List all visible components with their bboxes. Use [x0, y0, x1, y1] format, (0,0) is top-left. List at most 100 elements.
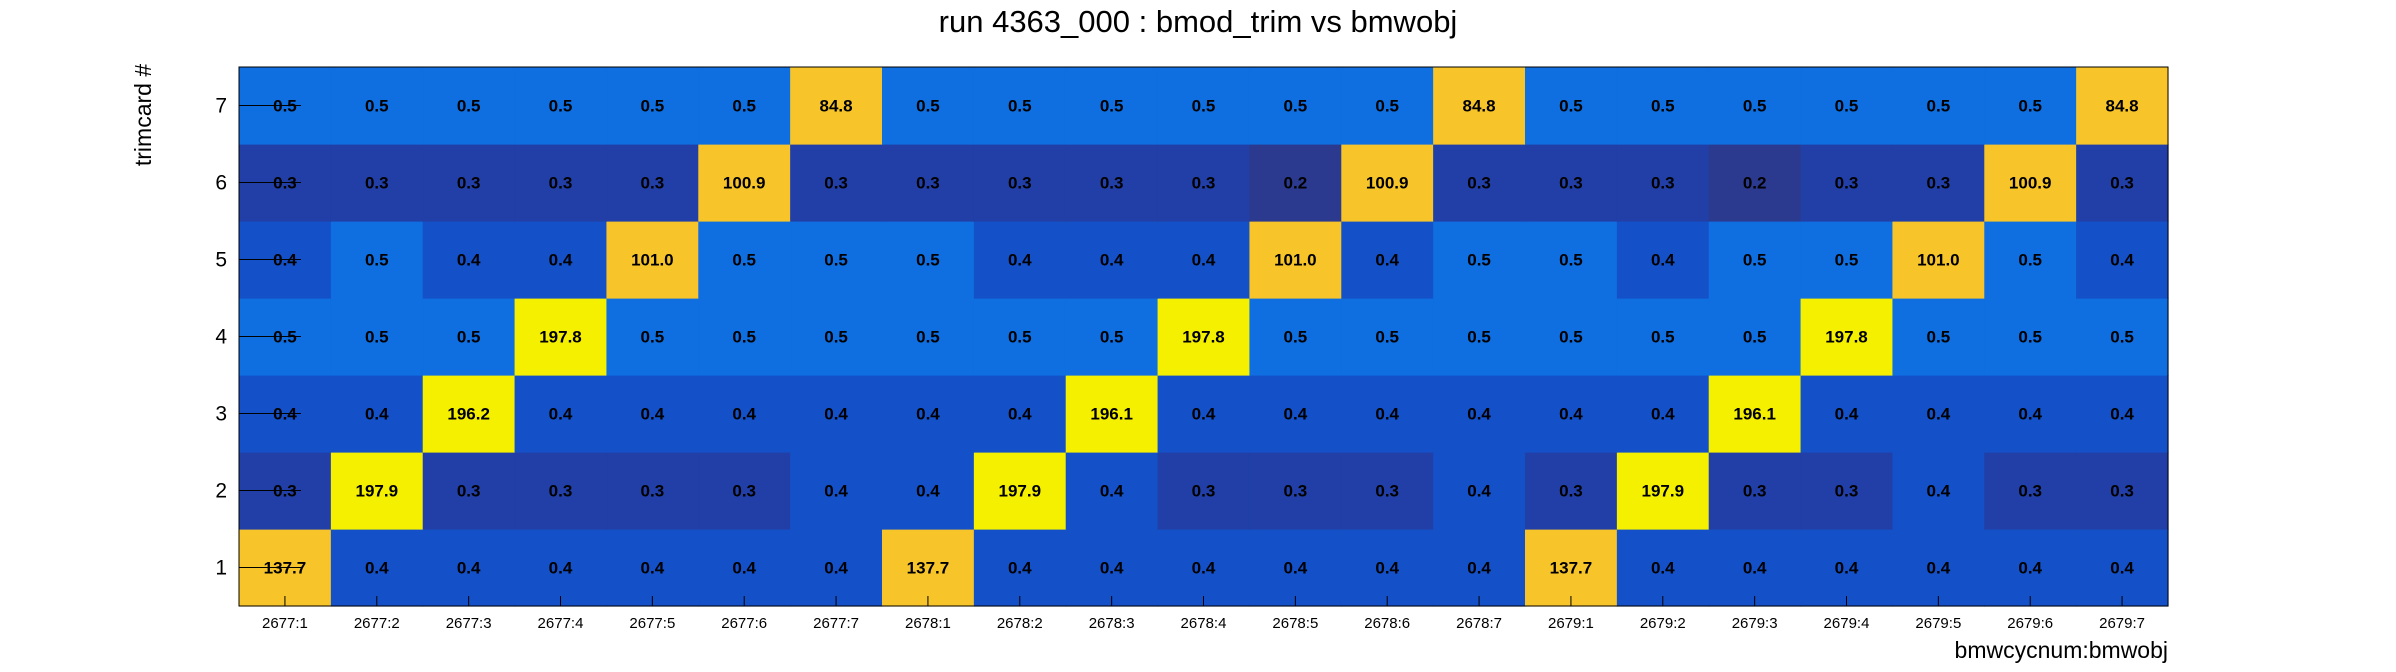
cell-value-label: 0.5	[1375, 97, 1399, 116]
heatmap-cell	[1065, 375, 1159, 453]
heatmap-cell	[790, 452, 883, 530]
heatmap-cell	[1157, 452, 1251, 530]
cell-value-label: 0.3	[641, 482, 665, 501]
cell-value-label: 0.3	[732, 482, 756, 501]
cell-value-label: 0.3	[1008, 174, 1032, 193]
heatmap-cell	[1984, 221, 2077, 299]
cell-value-label: 0.5	[916, 251, 940, 270]
cell-value-label: 0.4	[549, 251, 573, 270]
cell-value-label: 0.4	[1651, 405, 1675, 424]
cell-value-label: 0.4	[1559, 405, 1583, 424]
heatmap-cell	[698, 298, 791, 376]
cell-value-label: 0.5	[1651, 328, 1675, 347]
cell-value-label: 0.5	[1651, 97, 1675, 116]
heatmap-cell	[1984, 298, 2077, 376]
x-tick-label: 2679:1	[1548, 615, 1594, 632]
heatmap-cell	[1525, 298, 1618, 376]
cell-value-label: 100.9	[723, 174, 766, 193]
heatmap-cell	[1341, 144, 1434, 222]
cell-value-label: 0.5	[1743, 97, 1767, 116]
heatmap-cell	[606, 298, 699, 376]
heatmap-cell	[1341, 452, 1434, 530]
cell-value-label: 0.5	[457, 328, 481, 347]
cell-value-label: 0.5	[1100, 328, 1124, 347]
cell-value-label: 0.3	[2018, 482, 2042, 501]
heatmap-cell	[973, 452, 1067, 530]
heatmap-cell	[1157, 144, 1251, 222]
cell-value-label: 0.4	[1284, 405, 1308, 424]
heatmap-cell	[1433, 298, 1526, 376]
heatmap-cell	[1984, 144, 2077, 222]
cell-value-label: 0.3	[549, 174, 573, 193]
heatmap-cell	[330, 375, 424, 453]
x-tick-label: 2678:5	[1272, 615, 1318, 632]
cell-value-label: 137.7	[907, 559, 950, 578]
heatmap-cell	[1984, 529, 2077, 607]
heatmap-cell	[422, 298, 516, 376]
cell-value-label: 0.4	[1743, 559, 1767, 578]
heatmap-cell	[422, 452, 516, 530]
heatmap-cell	[1708, 375, 1802, 453]
heatmap-cell	[1800, 221, 1894, 299]
cell-value-label: 0.4	[457, 251, 481, 270]
cell-value-label: 0.5	[916, 97, 940, 116]
heatmap-cell	[1892, 221, 1985, 299]
cell-value-label: 0.4	[1467, 405, 1491, 424]
heatmap-cell	[514, 298, 608, 376]
heatmap-cell	[1800, 529, 1894, 607]
heatmap-cell	[1616, 144, 1710, 222]
heatmap-cell	[1984, 375, 2077, 453]
cell-value-label: 0.5	[1559, 328, 1583, 347]
cell-value-label: 0.5	[1100, 97, 1124, 116]
heatmap-cell	[514, 529, 608, 607]
heatmap-cell	[2076, 529, 2169, 607]
heatmap-cell	[790, 67, 883, 145]
heatmap-cell	[1800, 67, 1894, 145]
heatmap-cell	[1157, 375, 1251, 453]
heatmap-cell	[1984, 452, 2077, 530]
heatmap-cell	[1341, 67, 1434, 145]
cell-value-label: 0.4	[1835, 559, 1859, 578]
heatmap-cell	[422, 67, 516, 145]
y-axis-ticks: 1 2 3 4 5 6 7	[215, 95, 301, 580]
cell-value-label: 0.4	[2110, 559, 2134, 578]
cell-value-label: 0.3	[1651, 174, 1675, 193]
cell-value-label: 0.4	[1100, 559, 1124, 578]
heatmap-cell	[1616, 67, 1710, 145]
cell-value-label: 0.4	[824, 405, 848, 424]
cell-value-label: 0.5	[1192, 97, 1216, 116]
cell-value-label: 0.4	[1008, 251, 1032, 270]
cell-value-label: 0.3	[1467, 174, 1491, 193]
cell-value-label: 0.4	[1192, 251, 1216, 270]
heatmap-cell	[1249, 67, 1342, 145]
cell-value-label: 0.5	[1008, 97, 1032, 116]
heatmap-cell	[1065, 221, 1159, 299]
cell-value-label: 0.4	[1008, 559, 1032, 578]
cell-value-label: 0.5	[732, 251, 756, 270]
heatmap-cell	[2076, 144, 2169, 222]
heatmap-cell	[606, 375, 699, 453]
heatmap-cell	[698, 144, 791, 222]
cell-value-label: 0.3	[1192, 174, 1216, 193]
heatmap-cell	[1892, 375, 1985, 453]
heatmap-cell	[882, 298, 975, 376]
cell-value-label: 197.8	[539, 328, 582, 347]
heatmap-cell	[1525, 529, 1618, 607]
heatmap-cell	[1525, 144, 1618, 222]
cell-value-label: 0.4	[1375, 405, 1399, 424]
cell-value-label: 0.2	[1743, 174, 1767, 193]
heatmap-cell	[1065, 529, 1159, 607]
heatmap-cell	[882, 529, 975, 607]
heatmap-cell	[973, 529, 1067, 607]
cell-value-label: 0.4	[1927, 482, 1951, 501]
cell-value-label: 0.5	[1467, 328, 1491, 347]
heatmap-cell	[2076, 375, 2169, 453]
cell-value-label: 0.5	[365, 97, 389, 116]
heatmap-cell	[790, 375, 883, 453]
heatmap-cell	[882, 375, 975, 453]
heatmap-cell	[330, 221, 424, 299]
cell-value-label: 101.0	[1917, 251, 1960, 270]
heatmap-cell	[514, 144, 608, 222]
heatmap-cell	[1065, 144, 1159, 222]
cell-value-label: 0.4	[1100, 251, 1124, 270]
